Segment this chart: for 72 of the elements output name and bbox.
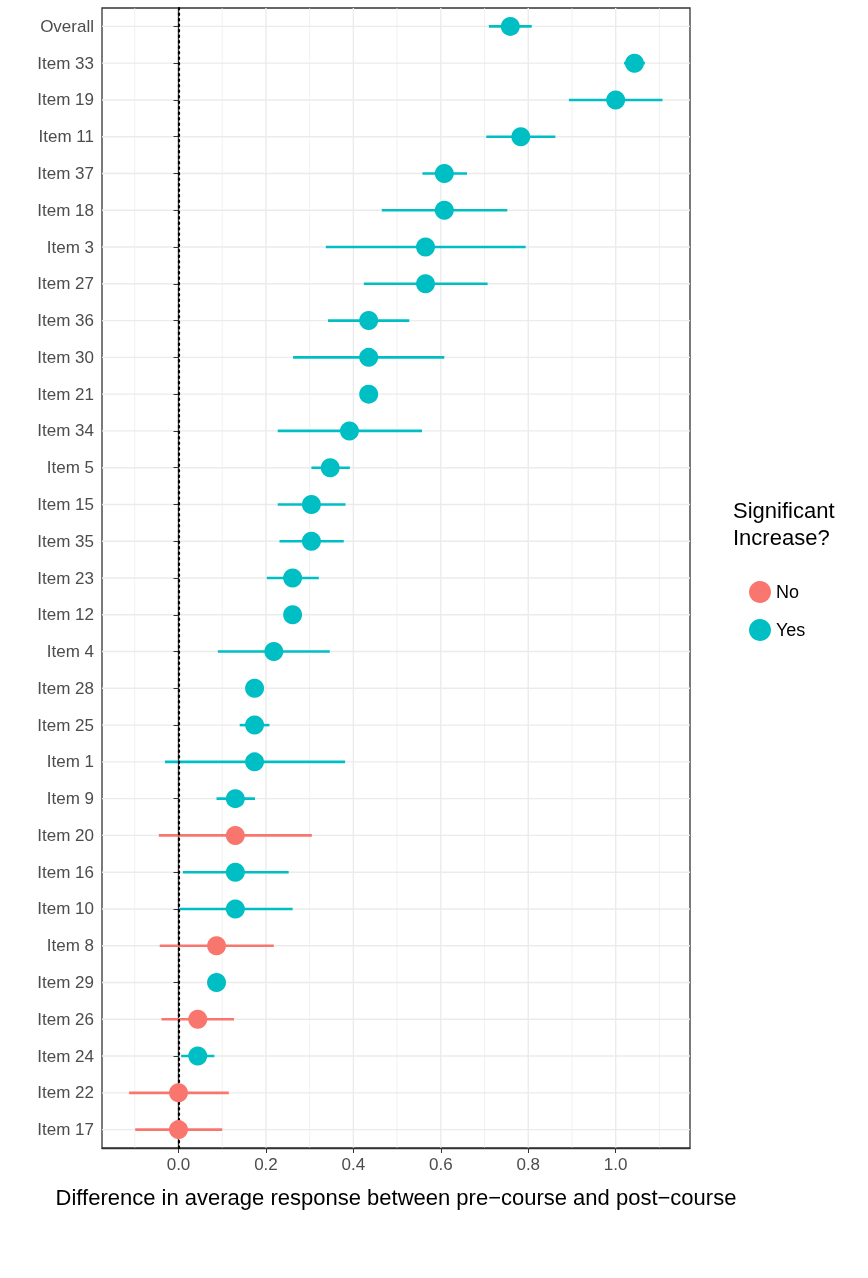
y-tick-label: Item 3 [46,237,94,257]
point [169,1120,189,1140]
y-tick-label: Item 27 [37,274,94,294]
point [359,347,379,367]
y-tick-label: Item 23 [37,568,94,588]
y-tick-label: Item 5 [46,458,94,478]
y-tick-label: Item 35 [37,531,94,551]
y-tick-label: Item 15 [37,494,94,514]
x-tick-label: 0.8 [516,1155,541,1174]
point [225,789,245,809]
point [359,311,379,331]
y-tick-label: Item 17 [37,1120,94,1140]
y-tick-label: Item 10 [37,899,94,919]
point [606,90,626,110]
point [511,127,531,147]
y-tick-label: Item 12 [37,605,94,625]
point [320,458,340,478]
x-tick-label: 0.4 [341,1155,366,1174]
y-tick-label: Item 36 [37,311,94,331]
y-tick-label: Item 18 [37,200,94,220]
x-tick-label: 0.0 [166,1155,191,1174]
y-tick-label: Item 20 [37,825,94,845]
point [301,494,321,514]
point [245,715,265,735]
point [416,237,436,257]
y-tick-label: Item 29 [37,973,94,993]
point [188,1046,208,1066]
point [283,605,303,625]
y-tick-label: Item 21 [37,384,94,404]
y-tick-label: Item 33 [37,53,94,73]
y-tick-label: Item 1 [46,752,94,772]
point [207,936,227,956]
y-tick-label: Item 37 [37,163,94,183]
point [225,899,245,919]
point [500,16,520,36]
legend-title: Significant Increase? [733,498,841,550]
y-tick-label: Item 19 [37,90,94,110]
point [207,973,227,993]
point [301,531,321,551]
x-tick-label: 1.0 [603,1155,628,1174]
point [625,53,644,73]
point [434,163,454,183]
y-tick-label: Item 16 [37,862,94,882]
point [245,678,265,698]
legend-label: Yes [776,620,806,640]
point [188,1009,208,1029]
point [264,642,284,662]
legend-label: No [776,582,800,602]
y-tick-label: Item 9 [46,789,94,809]
y-tick-label: Item 28 [37,678,94,698]
x-tick-label: 0.2 [254,1155,278,1174]
point [169,1083,189,1103]
point [416,274,436,294]
y-tick-label: Item 30 [37,347,94,367]
x-axis-title: Difference in average response between pre−course and post−course [55,1185,737,1210]
point [339,421,359,441]
y-tick-label: Item 4 [46,642,94,662]
y-tick-label: Overall [40,16,94,36]
point [225,862,245,882]
y-tick-label: Item 24 [37,1046,94,1066]
y-tick-label: Item 34 [37,421,94,441]
point [245,752,265,772]
y-tick-label: Item 26 [37,1009,94,1029]
point [359,384,379,404]
y-tick-label: Item 11 [38,127,94,147]
y-tick-label: Item 8 [46,936,94,956]
x-tick-label: 0.6 [428,1155,453,1174]
y-tick-label: Item 22 [37,1083,94,1103]
point [225,825,245,845]
y-tick-label: Item 25 [37,715,94,735]
point [283,568,303,588]
point [434,200,454,220]
